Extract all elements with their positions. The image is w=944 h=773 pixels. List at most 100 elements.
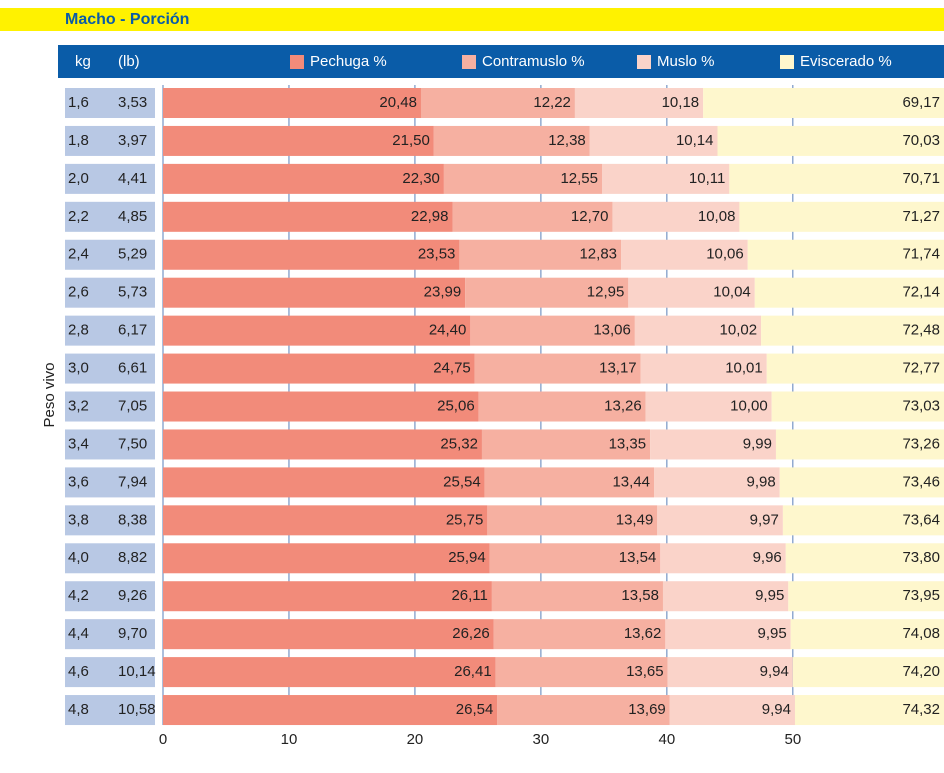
bar-segment	[163, 88, 421, 118]
row-label-cell	[65, 391, 155, 422]
value-label: 10,11	[689, 170, 725, 187]
value-label: 25,54	[443, 473, 481, 490]
bar-segment	[163, 315, 471, 346]
lb-label: 7,94	[118, 473, 147, 490]
kg-label: 4,6	[68, 663, 89, 680]
lb-label: 4,41	[118, 170, 147, 187]
bar-segment	[163, 657, 496, 688]
value-label: 13,17	[599, 360, 637, 377]
row-label-cell	[65, 429, 155, 460]
bar-segment	[163, 581, 492, 612]
kg-label: 4,4	[68, 625, 89, 642]
lb-label: 10,58	[118, 701, 156, 718]
value-label: 10,18	[662, 94, 700, 111]
value-label: 74,32	[902, 701, 940, 718]
chart-title: Macho - Porción	[65, 11, 189, 28]
value-label: 26,54	[456, 701, 494, 718]
row-label-cell	[65, 581, 155, 612]
value-label: 74,08	[902, 625, 940, 642]
value-label: 74,20	[902, 663, 940, 680]
bar-segment	[163, 277, 466, 308]
bar-segment	[729, 163, 944, 194]
bar-segment	[640, 353, 767, 384]
value-label: 13,06	[593, 322, 631, 339]
x-tick-label: 20	[407, 731, 424, 748]
value-label: 22,98	[411, 208, 449, 225]
value-label: 9,97	[750, 511, 779, 528]
value-label: 13,49	[616, 511, 654, 528]
row-label-cell	[65, 505, 155, 536]
value-label: 10,08	[698, 208, 736, 225]
bar-segment	[654, 467, 780, 498]
value-label: 25,32	[440, 435, 478, 452]
bar-segment	[489, 543, 661, 574]
value-label: 69,17	[902, 94, 940, 111]
bar-segment	[667, 657, 793, 688]
row-label-cell	[65, 467, 155, 498]
kg-label: 1,6	[68, 94, 89, 111]
bar-segment	[792, 657, 944, 688]
legend-swatch	[462, 55, 476, 69]
value-label: 10,04	[713, 284, 751, 301]
kg-label: 2,2	[68, 208, 89, 225]
value-label: 73,46	[902, 473, 940, 490]
bar-segment	[703, 88, 944, 118]
value-label: 9,99	[743, 435, 772, 452]
value-label: 12,22	[533, 94, 571, 111]
legend-label: Eviscerado %	[800, 53, 892, 70]
value-label: 22,30	[402, 170, 440, 187]
bar-segment	[443, 163, 602, 194]
bar-segment	[495, 657, 668, 688]
bar-segment	[739, 201, 944, 232]
kg-header: kg	[75, 53, 91, 70]
bar-segment	[645, 391, 772, 422]
bar-segment	[589, 125, 718, 156]
bar-segment	[163, 239, 460, 270]
value-label: 10,00	[730, 397, 768, 414]
value-label: 10,06	[706, 246, 744, 263]
row-label-cell	[65, 315, 155, 346]
bar-segment	[665, 619, 791, 650]
value-label: 23,53	[418, 246, 456, 263]
bar-segment	[163, 467, 485, 498]
value-label: 12,83	[579, 246, 617, 263]
value-label: 73,64	[902, 511, 940, 528]
value-label: 71,74	[902, 246, 940, 263]
lb-label: 8,82	[118, 549, 147, 566]
lb-label: 3,53	[118, 94, 147, 111]
title-bar	[0, 8, 944, 31]
value-label: 21,50	[392, 132, 430, 149]
legend-swatch	[780, 55, 794, 69]
bar-segment	[782, 505, 944, 536]
value-label: 13,44	[612, 473, 650, 490]
kg-label: 3,6	[68, 473, 89, 490]
value-label: 9,96	[753, 549, 782, 566]
bar-segment	[452, 201, 613, 232]
bar-segment	[493, 619, 666, 650]
legend-label: Muslo %	[657, 53, 715, 70]
bar-segment	[491, 581, 663, 612]
value-label: 72,48	[902, 322, 940, 339]
kg-label: 2,6	[68, 284, 89, 301]
bar-segment	[657, 505, 783, 536]
value-label: 9,95	[755, 587, 784, 604]
bar-segment	[478, 391, 646, 422]
row-label-cell	[65, 201, 155, 232]
bar-segment	[788, 581, 944, 612]
value-label: 25,94	[448, 549, 486, 566]
bar-segment	[481, 429, 651, 460]
value-label: 24,40	[429, 322, 467, 339]
value-label: 10,02	[720, 322, 758, 339]
kg-label: 4,0	[68, 549, 89, 566]
row-label-cell	[65, 543, 155, 574]
bar-segment	[634, 315, 762, 346]
bar-segment	[433, 125, 590, 156]
bar-segment	[163, 429, 482, 460]
value-label: 12,70	[571, 208, 609, 225]
value-label: 73,26	[902, 435, 940, 452]
value-label: 9,94	[762, 701, 791, 718]
lb-header: (lb)	[118, 53, 140, 70]
value-label: 25,06	[437, 397, 475, 414]
bar-segment	[497, 695, 670, 726]
bar-segment	[601, 163, 730, 194]
